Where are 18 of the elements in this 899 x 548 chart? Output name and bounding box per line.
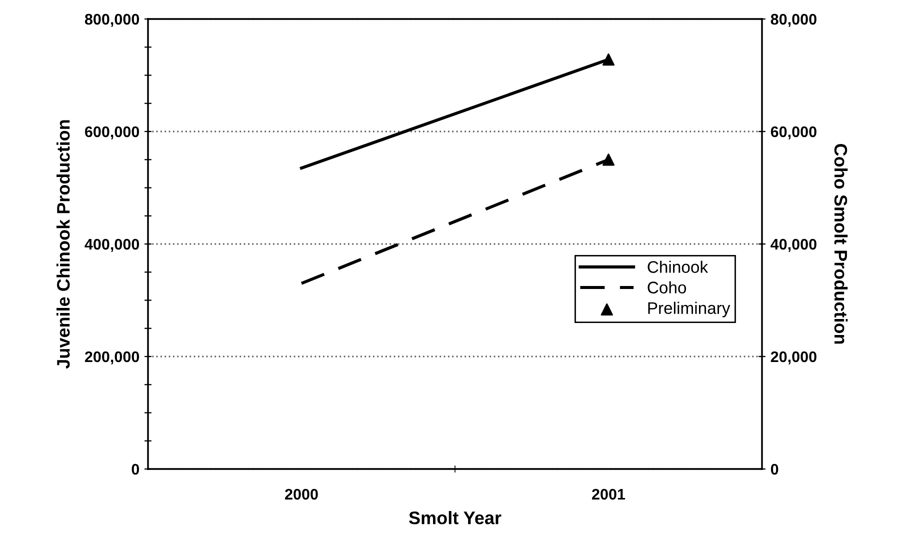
y-axis-title: Juvenile Chinook Production [56,120,70,369]
y-tick-label: 0 [132,464,140,475]
y-tick-label: 400,000 [84,238,140,252]
legend-label: Coho [648,281,686,294]
y-tick-label: 800,000 [84,14,140,27]
legend-label: Preliminary [648,302,730,318]
x-tick-label: 2000 [285,488,318,500]
y2-tick-label: 60,000 [770,126,816,140]
legend-label: Chinook [648,260,708,273]
x-tick-label: 2001 [592,488,626,500]
y2-tick-label: 40,000 [770,238,816,252]
x-axis-title: Smolt Year [409,511,502,524]
y2-tick-label: 20,000 [770,351,816,364]
y-tick-label: 200,000 [84,351,140,364]
y2-tick-label: 0 [770,464,778,475]
y2-axis-title: Coho Smolt Production [834,144,848,344]
y2-tick-label: 80,000 [770,14,816,27]
y-tick-label: 600,000 [85,126,140,140]
